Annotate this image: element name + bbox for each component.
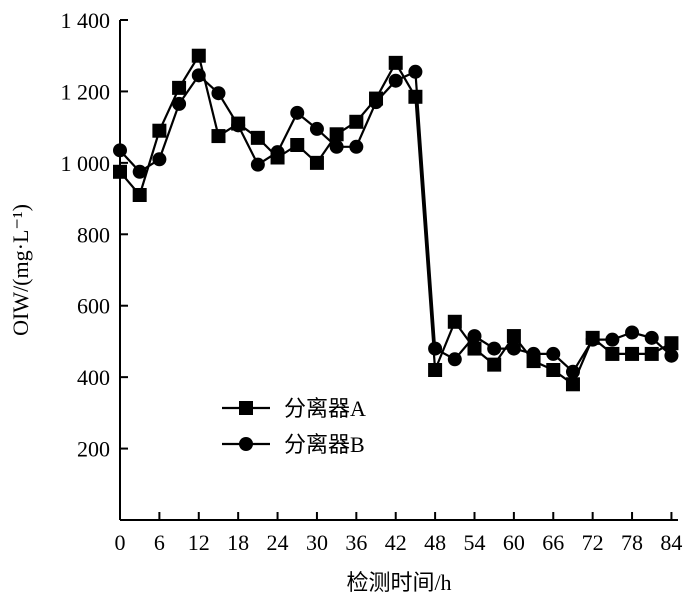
data-point <box>349 139 364 154</box>
x-tick-label: 12 <box>188 530 210 555</box>
data-point <box>506 329 521 344</box>
data-point <box>132 188 147 202</box>
data-point <box>664 336 679 351</box>
data-point <box>605 332 620 347</box>
x-tick-label: 30 <box>306 530 328 555</box>
series-line <box>119 70 673 374</box>
data-point <box>546 363 561 377</box>
data-point <box>625 346 640 361</box>
data-point <box>408 64 423 79</box>
x-tick-label: 54 <box>463 530 485 555</box>
data-point <box>132 164 147 179</box>
data-point <box>172 96 187 111</box>
data-point <box>329 127 344 142</box>
legend-label: 分离器B <box>284 432 365 457</box>
x-tick-label: 6 <box>154 530 165 555</box>
data-point <box>290 105 305 120</box>
x-tick-label: 24 <box>267 530 289 555</box>
x-tick-label: 78 <box>621 530 643 555</box>
data-point <box>408 89 423 104</box>
x-tick-label: 36 <box>345 530 367 555</box>
x-tick-label: 18 <box>227 530 249 555</box>
y-tick-label: 1 200 <box>61 79 111 104</box>
series-layer <box>113 48 679 392</box>
data-point <box>546 346 561 361</box>
data-point <box>388 73 403 88</box>
data-point <box>428 363 443 377</box>
data-point <box>211 129 226 144</box>
data-point <box>428 341 443 356</box>
data-point <box>447 314 462 329</box>
data-point <box>526 346 541 361</box>
data-point <box>487 341 502 356</box>
data-point <box>250 157 265 172</box>
y-tick-label: 800 <box>77 222 110 247</box>
data-point <box>467 329 482 344</box>
y-axis-title: OIW/(mg·L⁻¹) <box>8 204 33 336</box>
data-point <box>565 364 580 379</box>
legend-label: 分离器A <box>284 396 366 421</box>
data-point <box>290 138 305 152</box>
data-point <box>309 155 324 170</box>
data-point <box>487 357 502 372</box>
data-point <box>172 80 187 95</box>
x-tick-label: 72 <box>582 530 604 555</box>
data-point <box>467 341 482 356</box>
data-point <box>447 352 462 367</box>
data-point <box>644 330 659 345</box>
data-point <box>270 145 285 160</box>
data-point <box>388 55 403 70</box>
x-tick-label: 60 <box>503 530 525 555</box>
x-tick-label: 42 <box>385 530 407 555</box>
series-b <box>113 64 679 379</box>
data-point <box>152 123 167 138</box>
data-point <box>211 86 226 101</box>
y-tick-label: 1 000 <box>61 151 111 176</box>
legend-marker <box>239 401 253 415</box>
data-point <box>664 348 679 363</box>
data-point <box>349 114 364 129</box>
data-point <box>369 95 384 110</box>
data-point <box>644 346 659 361</box>
data-point <box>329 139 344 154</box>
data-point <box>605 346 620 361</box>
legend-marker <box>239 437 253 451</box>
data-point <box>152 152 167 167</box>
x-axis-ticks: 0 6 12 18 24 30 36 42 48 54 60 66 72 78 84 <box>115 512 682 555</box>
y-tick-label: 200 <box>77 437 110 462</box>
data-point <box>191 48 206 63</box>
x-tick-label: 48 <box>424 530 446 555</box>
y-axis-ticks: 200 400 600 800 1 000 1 200 1 400 <box>61 8 128 462</box>
data-point <box>231 118 246 133</box>
plot-frame <box>119 20 678 521</box>
y-tick-label: 1 400 <box>61 8 111 33</box>
data-point <box>113 164 127 179</box>
x-tick-label: 66 <box>542 530 564 555</box>
data-point <box>565 377 580 392</box>
x-tick-label: 84 <box>660 530 682 555</box>
x-axis-title: 检测时间/h <box>346 570 451 595</box>
data-point <box>506 341 521 356</box>
y-tick-label: 600 <box>77 294 110 319</box>
data-point <box>191 68 206 83</box>
data-point <box>113 143 127 158</box>
data-point <box>309 121 324 136</box>
data-point <box>625 325 640 340</box>
legend: 分离器A 分离器B <box>222 396 366 457</box>
y-tick-label: 400 <box>77 365 110 390</box>
data-point <box>250 130 265 145</box>
data-point <box>585 332 600 347</box>
x-tick-label: 0 <box>115 530 126 555</box>
